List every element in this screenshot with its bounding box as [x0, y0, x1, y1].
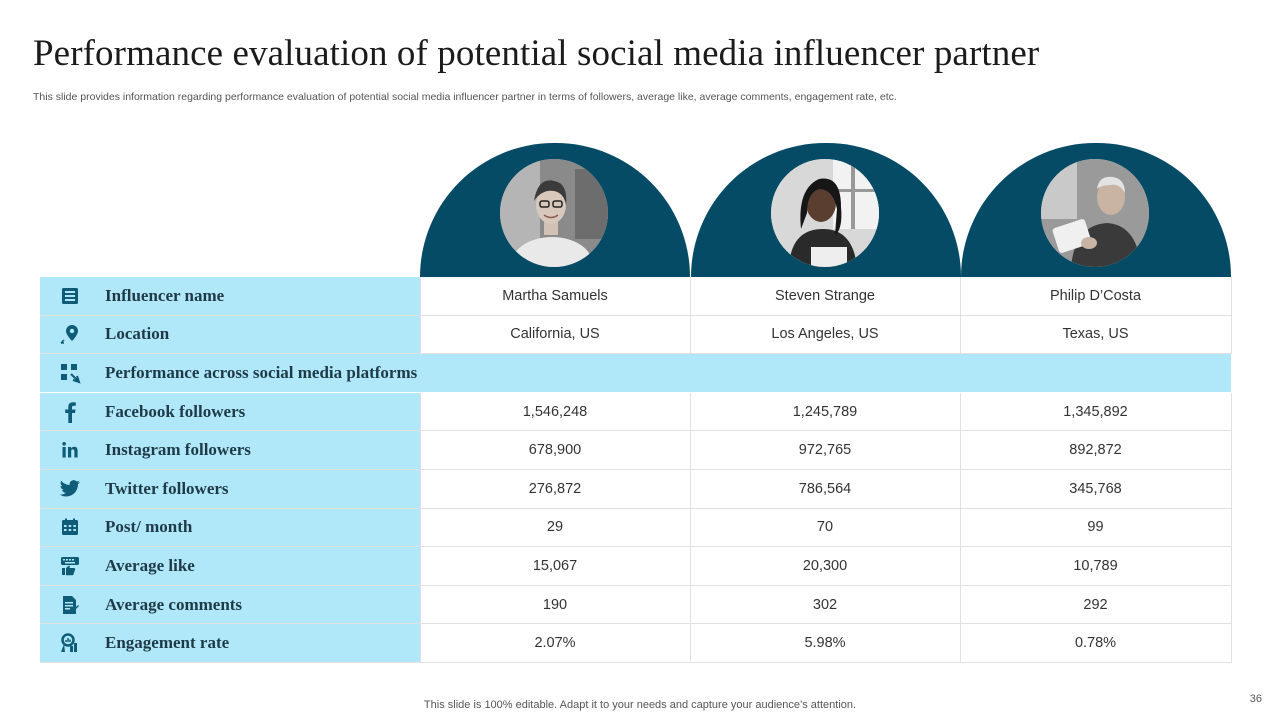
table-row-influencer-name: Influencer name Martha Samuels Steven St…: [40, 277, 1232, 316]
cell-philip: 345,768: [959, 469, 1232, 509]
row-label-cell: Engagement rate: [40, 623, 420, 663]
cell-philip: 0.78%: [959, 623, 1232, 663]
calendar-icon: [50, 518, 90, 536]
influencer-photo-martha: [500, 159, 608, 267]
cell-steven: 1,245,789: [689, 392, 960, 432]
section-label: Performance across social media platform…: [105, 362, 418, 382]
id-card-icon: [50, 287, 90, 305]
table-section-row: Performance across social media platform…: [40, 353, 1231, 393]
cell-steven: Steven Strange: [689, 277, 960, 316]
location-pin-icon: [50, 323, 90, 345]
row-label-cell: Post/ month: [40, 508, 420, 548]
cell-martha: Martha Samuels: [419, 277, 690, 316]
row-label: Twitter followers: [105, 478, 229, 498]
row-label: Post/ month: [105, 517, 193, 537]
cell-philip: 1,345,892: [959, 392, 1232, 432]
influencer-photo-steven: [771, 159, 879, 267]
influencer-header-martha: [420, 143, 690, 277]
row-label-cell: Instagram followers: [40, 430, 420, 470]
facebook-icon: [50, 401, 90, 423]
cell-philip: 292: [959, 585, 1232, 625]
table-row-twitter: Twitter followers 276,872 786,564 345,76…: [40, 469, 1232, 509]
cell-steven: 786,564: [689, 469, 960, 509]
slide-footer: This slide is 100% editable. Adapt it to…: [423, 699, 857, 711]
row-label: Average like: [105, 555, 195, 575]
row-label-cell: Influencer name: [40, 277, 420, 316]
influencer-comparison-table: Influencer name Martha Samuels Steven St…: [40, 277, 1232, 663]
thumbs-up-icon: [50, 556, 90, 576]
section-header-cell: Performance across social media platform…: [40, 353, 1231, 393]
linkedin-icon: [50, 441, 90, 459]
cell-philip: Texas, US: [959, 315, 1232, 355]
cell-steven: 302: [689, 585, 960, 625]
document-icon: [50, 595, 90, 615]
slide-title: Performance evaluation of potential soci…: [33, 33, 1040, 74]
table-row-post-month: Post/ month 29 70 99: [40, 508, 1232, 548]
cell-martha: 276,872: [419, 469, 690, 509]
cell-steven: 5.98%: [689, 623, 960, 663]
row-label: Location: [105, 324, 170, 344]
cell-steven: Los Angeles, US: [689, 315, 960, 355]
table-row-location: Location California, US Los Angeles, US …: [40, 315, 1232, 355]
influencer-header-philip: [961, 143, 1231, 277]
table-row-facebook: Facebook followers 1,546,248 1,245,789 1…: [40, 392, 1232, 432]
influencer-photo-philip: [1041, 159, 1149, 267]
cell-martha: California, US: [419, 315, 690, 355]
twitter-icon: [50, 479, 90, 498]
table-row-instagram: Instagram followers 678,900 972,765 892,…: [40, 430, 1232, 470]
row-label-cell: Facebook followers: [40, 392, 420, 432]
analytics-icon: [50, 633, 90, 653]
network-icon: [50, 362, 90, 384]
row-label: Facebook followers: [105, 401, 246, 421]
row-label-cell: Average like: [40, 546, 420, 586]
cell-martha: 2.07%: [419, 623, 690, 663]
row-label: Engagement rate: [105, 633, 230, 653]
cell-philip: Philip D’Costa: [959, 277, 1232, 316]
slide-subtitle: This slide provides information regardin…: [33, 91, 897, 103]
cell-martha: 15,067: [419, 546, 690, 586]
row-label-cell: Location: [40, 315, 420, 355]
cell-martha: 190: [419, 585, 690, 625]
row-label-cell: Twitter followers: [40, 469, 420, 509]
cell-steven: 20,300: [689, 546, 960, 586]
row-label: Average comments: [105, 594, 243, 614]
cell-philip: 10,789: [959, 546, 1232, 586]
cell-steven: 70: [689, 508, 960, 548]
cell-martha: 1,546,248: [419, 392, 690, 432]
row-label-cell: Average comments: [40, 585, 420, 625]
cell-martha: 29: [419, 508, 690, 548]
cell-philip: 892,872: [959, 430, 1232, 470]
table-row-average-like: Average like 15,067 20,300 10,789: [40, 546, 1232, 586]
influencer-header-steven: [691, 143, 961, 277]
table-row-average-comments: Average comments 190 302 292: [40, 585, 1232, 625]
row-label: Instagram followers: [105, 440, 251, 460]
cell-martha: 678,900: [419, 430, 690, 470]
cell-philip: 99: [959, 508, 1232, 548]
cell-steven: 972,765: [689, 430, 960, 470]
page-number: 36: [1249, 693, 1262, 705]
table-row-engagement-rate: Engagement rate 2.07% 5.98% 0.78%: [40, 623, 1232, 663]
row-label: Influencer name: [105, 285, 225, 305]
